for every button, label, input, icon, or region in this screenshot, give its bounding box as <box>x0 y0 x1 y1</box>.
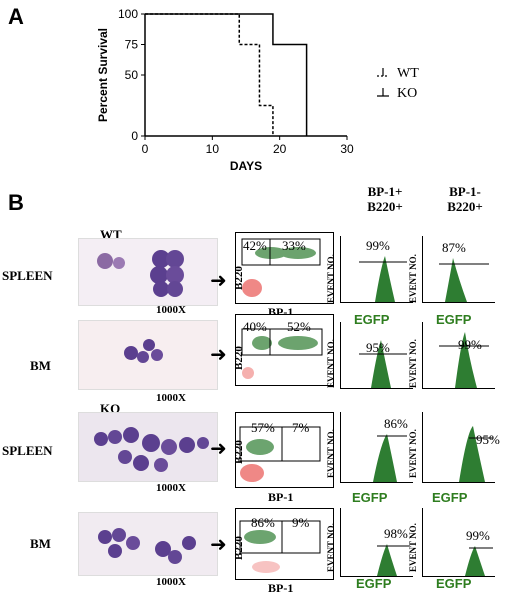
x-tick-label: 30 <box>340 142 354 156</box>
tissue-label-row3: BM <box>30 536 51 552</box>
micrograph-row1-cells <box>79 321 217 389</box>
flow-y-label-row2: B220 <box>233 440 245 464</box>
gate-left-row0: 42% <box>243 238 267 254</box>
micrograph-row1 <box>78 320 218 390</box>
legend-marker-wt <box>377 68 389 76</box>
arrow-icon-row1: ➜ <box>210 342 227 367</box>
flow-plot-row3 <box>235 508 334 580</box>
micrograph-row2 <box>78 412 218 482</box>
legend-label-ko: KO <box>397 86 417 101</box>
y-tick-label: 100 <box>118 7 138 21</box>
hist-y-label-row0-pos: EVENT NO. <box>326 254 336 303</box>
arrow-icon-row0: ➜ <box>210 268 227 293</box>
survival-line-wt <box>145 14 273 136</box>
y-axis-label: Percent Survival <box>96 28 110 122</box>
gate-right-row0: 33% <box>282 238 306 254</box>
survival-line-ko <box>145 14 307 136</box>
tissue-label-row2: SPLEEN <box>2 443 53 459</box>
hist-y-label-row1-neg: EVENT NO. <box>408 339 418 388</box>
micrograph-row2-cells <box>79 413 217 481</box>
hist-y-label-row1-pos: EVENT NO. <box>326 339 336 388</box>
hist-y-label-row3-pos: EVENT NO. <box>326 523 336 572</box>
micrograph-row3-cells <box>79 513 217 575</box>
hist-pct-row3-pos: 98% <box>384 526 408 542</box>
hist-y-label-row2-neg: EVENT NO. <box>408 429 418 478</box>
hist-pct-row1-pos: 95% <box>366 340 390 356</box>
histogram-row3-pos-peak <box>341 508 413 576</box>
y-tick-label: 0 <box>131 129 138 143</box>
micrograph-row0 <box>78 238 218 306</box>
x-tick-label: 10 <box>206 142 220 156</box>
hist-y-label-row2-pos: EVENT NO. <box>326 429 336 478</box>
flow-x-label-row3: BP-1 <box>268 581 293 596</box>
survival-chart: 0 10 20 30 0 50 75 100 DAYS Percent Survival WT KO <box>85 0 505 170</box>
histogram-row1-neg-peak <box>423 322 495 388</box>
hist-x-label-row2-neg: EGFP <box>432 490 467 505</box>
legend-marker-ko <box>377 88 389 96</box>
panel-b-label: B <box>8 190 24 216</box>
hist-x-label-row3-pos: EGFP <box>356 576 391 591</box>
col-header-bp1-neg-line2: B220+ <box>430 199 500 214</box>
mag-label-row2: 1000X <box>156 482 186 494</box>
hist-x-label-row2-pos: EGFP <box>352 490 387 505</box>
mag-label-row3: 1000X <box>156 576 186 588</box>
histogram-row1-neg <box>422 322 495 389</box>
hist-pct-row3-neg: 99% <box>466 528 490 544</box>
x-axis-label: DAYS <box>230 159 262 170</box>
hist-x-label-row3-neg: EGFP <box>436 576 471 591</box>
arrow-icon-row3: ➜ <box>210 532 227 557</box>
col-header-bp1-pos-line2: B220+ <box>350 199 420 214</box>
panel-a-label: A <box>8 4 24 30</box>
gate-left-row1: 40% <box>243 319 267 335</box>
hist-y-label-row3-neg: EVENT NO. <box>408 523 418 572</box>
micrograph-row3 <box>78 512 218 576</box>
hist-pct-row2-pos: 86% <box>384 416 408 432</box>
arrow-icon-row2: ➜ <box>210 436 227 461</box>
survival-chart-svg: 0 10 20 30 0 50 75 100 DAYS Percent Survival WT KO <box>85 0 505 170</box>
y-tick-label: 75 <box>125 38 139 52</box>
gate-left-row2: 57% <box>251 420 275 436</box>
micrograph-row0-cells <box>79 239 217 305</box>
mag-label-row1: 1000X <box>156 392 186 404</box>
tissue-label-row0: SPLEEN <box>2 268 53 284</box>
col-header-bp1-pos-line1: BP-1+ <box>350 184 420 199</box>
flow-y-label-row3: B220 <box>233 536 245 560</box>
x-tick-label: 0 <box>142 142 149 156</box>
flow-y-label-row1: B220 <box>233 346 245 370</box>
flow-x-label-row2: BP-1 <box>268 490 293 505</box>
legend-label-wt: WT <box>397 66 419 81</box>
tissue-label-row1: BM <box>30 358 51 374</box>
col-header-bp1-neg-line1: BP-1- <box>430 184 500 199</box>
hist-pct-row1-neg: 99% <box>458 337 482 353</box>
flow-y-label-row0: B220 <box>233 266 245 290</box>
x-tick-label: 20 <box>273 142 287 156</box>
gate-right-row3: 9% <box>292 515 309 531</box>
hist-y-label-row0-neg: EVENT NO. <box>408 254 418 303</box>
gate-right-row1: 52% <box>287 319 311 335</box>
hist-pct-row2-neg: 95% <box>476 432 500 448</box>
hist-pct-row0-pos: 99% <box>366 238 390 254</box>
col-header-bp1-pos: BP-1+ B220+ <box>350 184 420 214</box>
y-tick-label: 50 <box>125 68 139 82</box>
histogram-row3-pos <box>340 508 413 577</box>
mag-label-row0: 1000X <box>156 304 186 316</box>
col-header-bp1-neg: BP-1- B220+ <box>430 184 500 214</box>
hist-pct-row0-neg: 87% <box>442 240 466 256</box>
gate-left-row3: 86% <box>251 515 275 531</box>
gate-right-row2: 7% <box>292 420 309 436</box>
flow-plot-row2 <box>235 412 334 488</box>
